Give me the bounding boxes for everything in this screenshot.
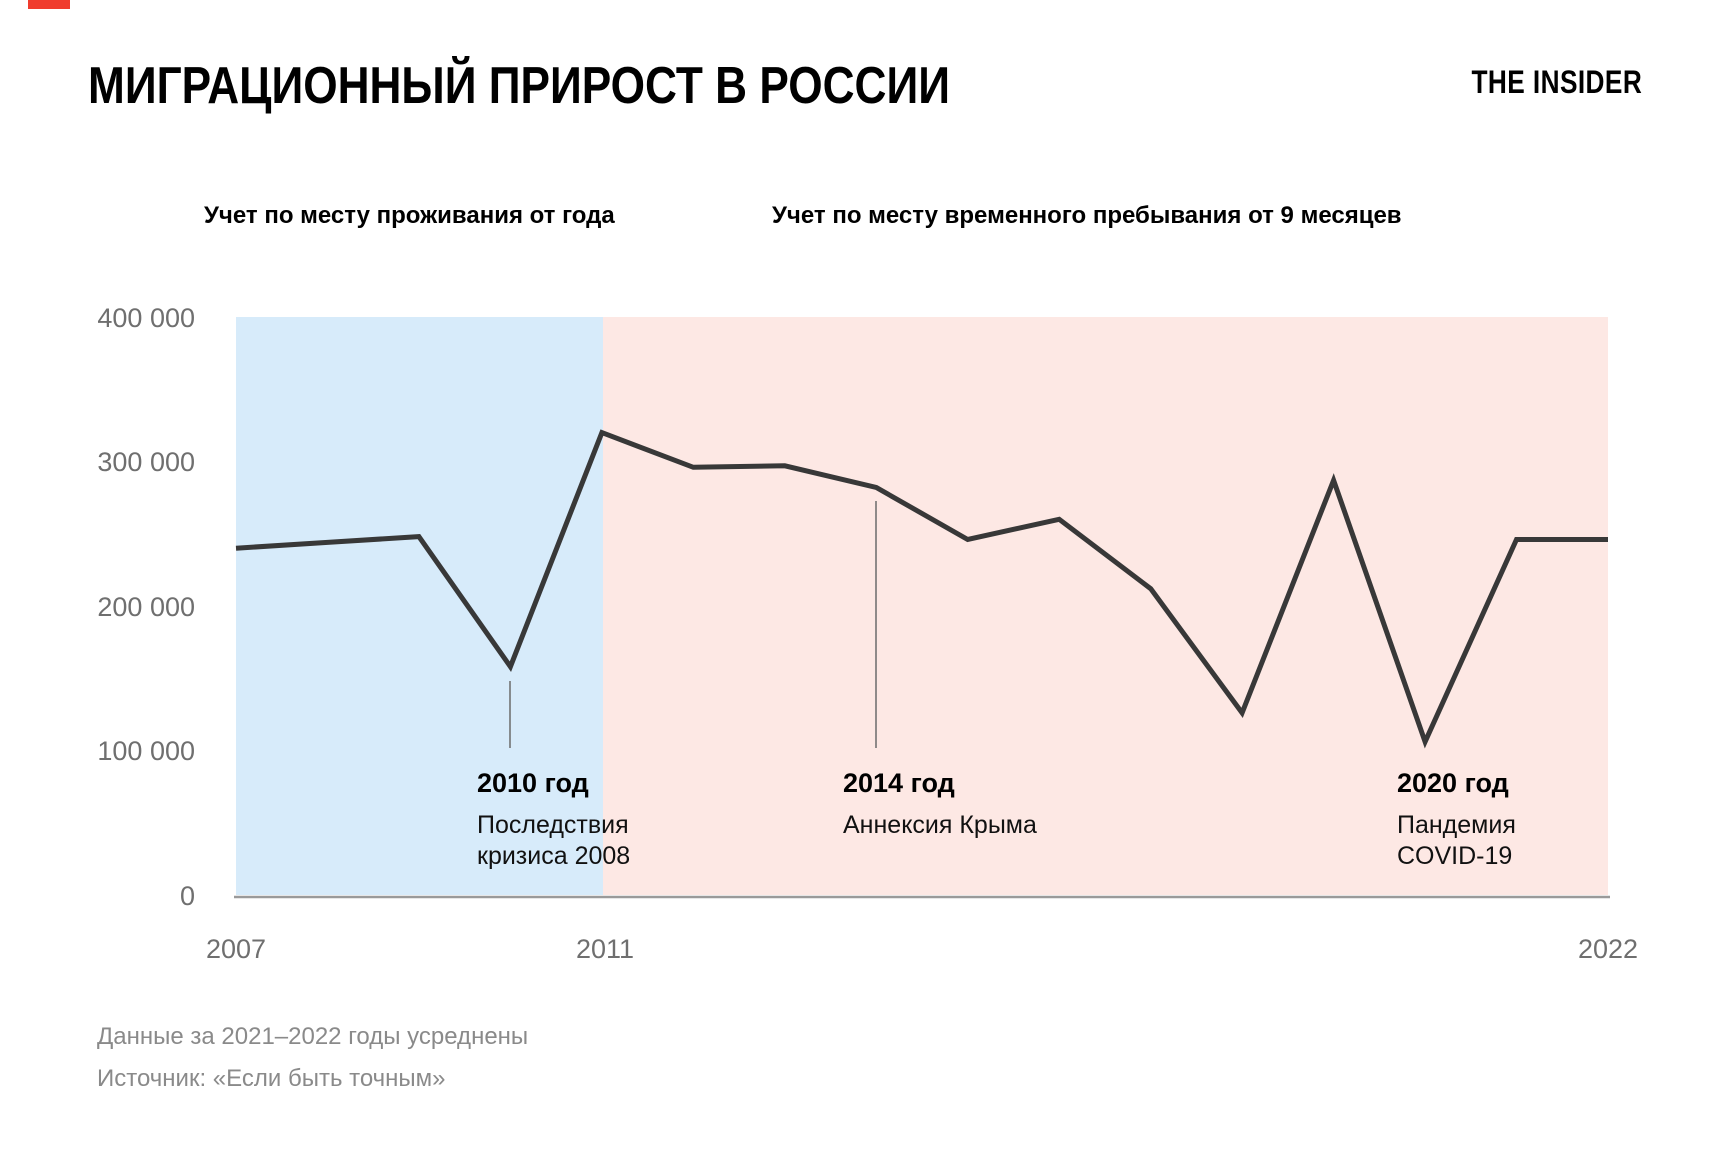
- y-tick-400000: 400 000: [97, 303, 195, 333]
- y-axis-ticks: 400 000 300 000 200 000 100 000 0: [97, 303, 195, 911]
- region-residence-background: [236, 317, 603, 895]
- annotation-2014-text-line: Аннексия Крыма: [843, 811, 1037, 839]
- x-tick-2007: 2007: [206, 934, 266, 964]
- x-axis-ticks: 2007 2011 2022: [206, 934, 1638, 964]
- y-tick-200000: 200 000: [97, 592, 195, 622]
- footnote-averaged: Данные за 2021–2022 годы усреднены: [97, 1023, 529, 1050]
- annotation-2020-text-line: COVID-19: [1397, 842, 1513, 870]
- annotation-2010: 2010 год Последствия кризиса 2008: [477, 768, 630, 872]
- annotation-2014-year: 2014 год: [843, 768, 955, 798]
- y-tick-100000: 100 000: [97, 736, 195, 766]
- the-insider-logo: THE INSIDER: [1471, 64, 1642, 100]
- red-brand-mark: [28, 0, 70, 9]
- annotation-2010-text-line: кризиса 2008: [477, 842, 631, 870]
- y-tick-0: 0: [180, 881, 195, 911]
- annotation-2010-year: 2010 год: [477, 768, 589, 798]
- y-tick-300000: 300 000: [97, 447, 195, 477]
- annotation-2020-text-line: Пандемия: [1397, 811, 1516, 839]
- x-tick-2011: 2011: [576, 934, 634, 964]
- annotation-2020: 2020 год Пандемия COVID-19: [1397, 768, 1516, 872]
- region-label-temporary: Учет по месту временного пребывания от 9…: [772, 202, 1402, 229]
- annotation-2014: 2014 год Аннексия Крыма: [843, 768, 1037, 841]
- annotation-2020-year: 2020 год: [1397, 768, 1509, 798]
- migration-line-series: [235, 429, 1608, 749]
- region-label-residence: Учет по месту проживания от года: [204, 202, 615, 229]
- annotation-2010-text-line: Последствия: [477, 811, 629, 839]
- x-tick-2022: 2022: [1578, 934, 1638, 964]
- page-title: МИГРАЦИОННЫЙ ПРИРОСТ В РОССИИ: [88, 57, 951, 115]
- footnote-source: Источник: «Если быть точным»: [97, 1065, 446, 1092]
- region-temporary-background: [603, 317, 1608, 895]
